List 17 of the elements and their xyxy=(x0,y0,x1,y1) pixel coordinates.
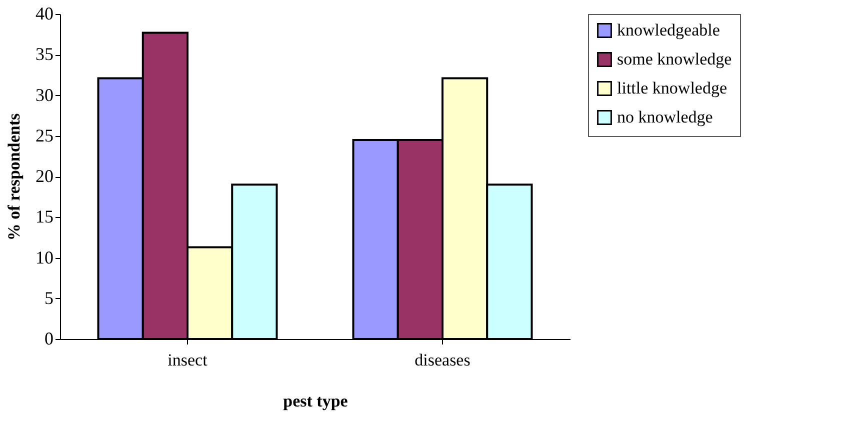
y-tick-label: 40 xyxy=(36,4,54,24)
y-tick-label: 0 xyxy=(44,328,54,348)
y-tick-label: 20 xyxy=(36,166,54,186)
x-axis-title: pest type xyxy=(283,392,348,410)
y-tick-label: 30 xyxy=(36,84,54,105)
legend-label: little knowledge xyxy=(617,78,728,98)
y-tick-label: 25 xyxy=(36,125,54,146)
legend-label: some knowledge xyxy=(617,50,732,68)
y-tick-label: 35 xyxy=(36,44,54,64)
legend-label: knowledgeable xyxy=(617,20,720,40)
y-tick-label: 15 xyxy=(36,206,54,227)
x-tick-label: diseases xyxy=(414,350,470,370)
y-tick-label: 10 xyxy=(36,247,54,268)
y-axis-title: % of respondents xyxy=(4,113,24,241)
legend-label: no knowledge xyxy=(617,108,713,126)
y-tick-label: 5 xyxy=(44,288,54,308)
x-tick-label: insect xyxy=(168,350,208,370)
